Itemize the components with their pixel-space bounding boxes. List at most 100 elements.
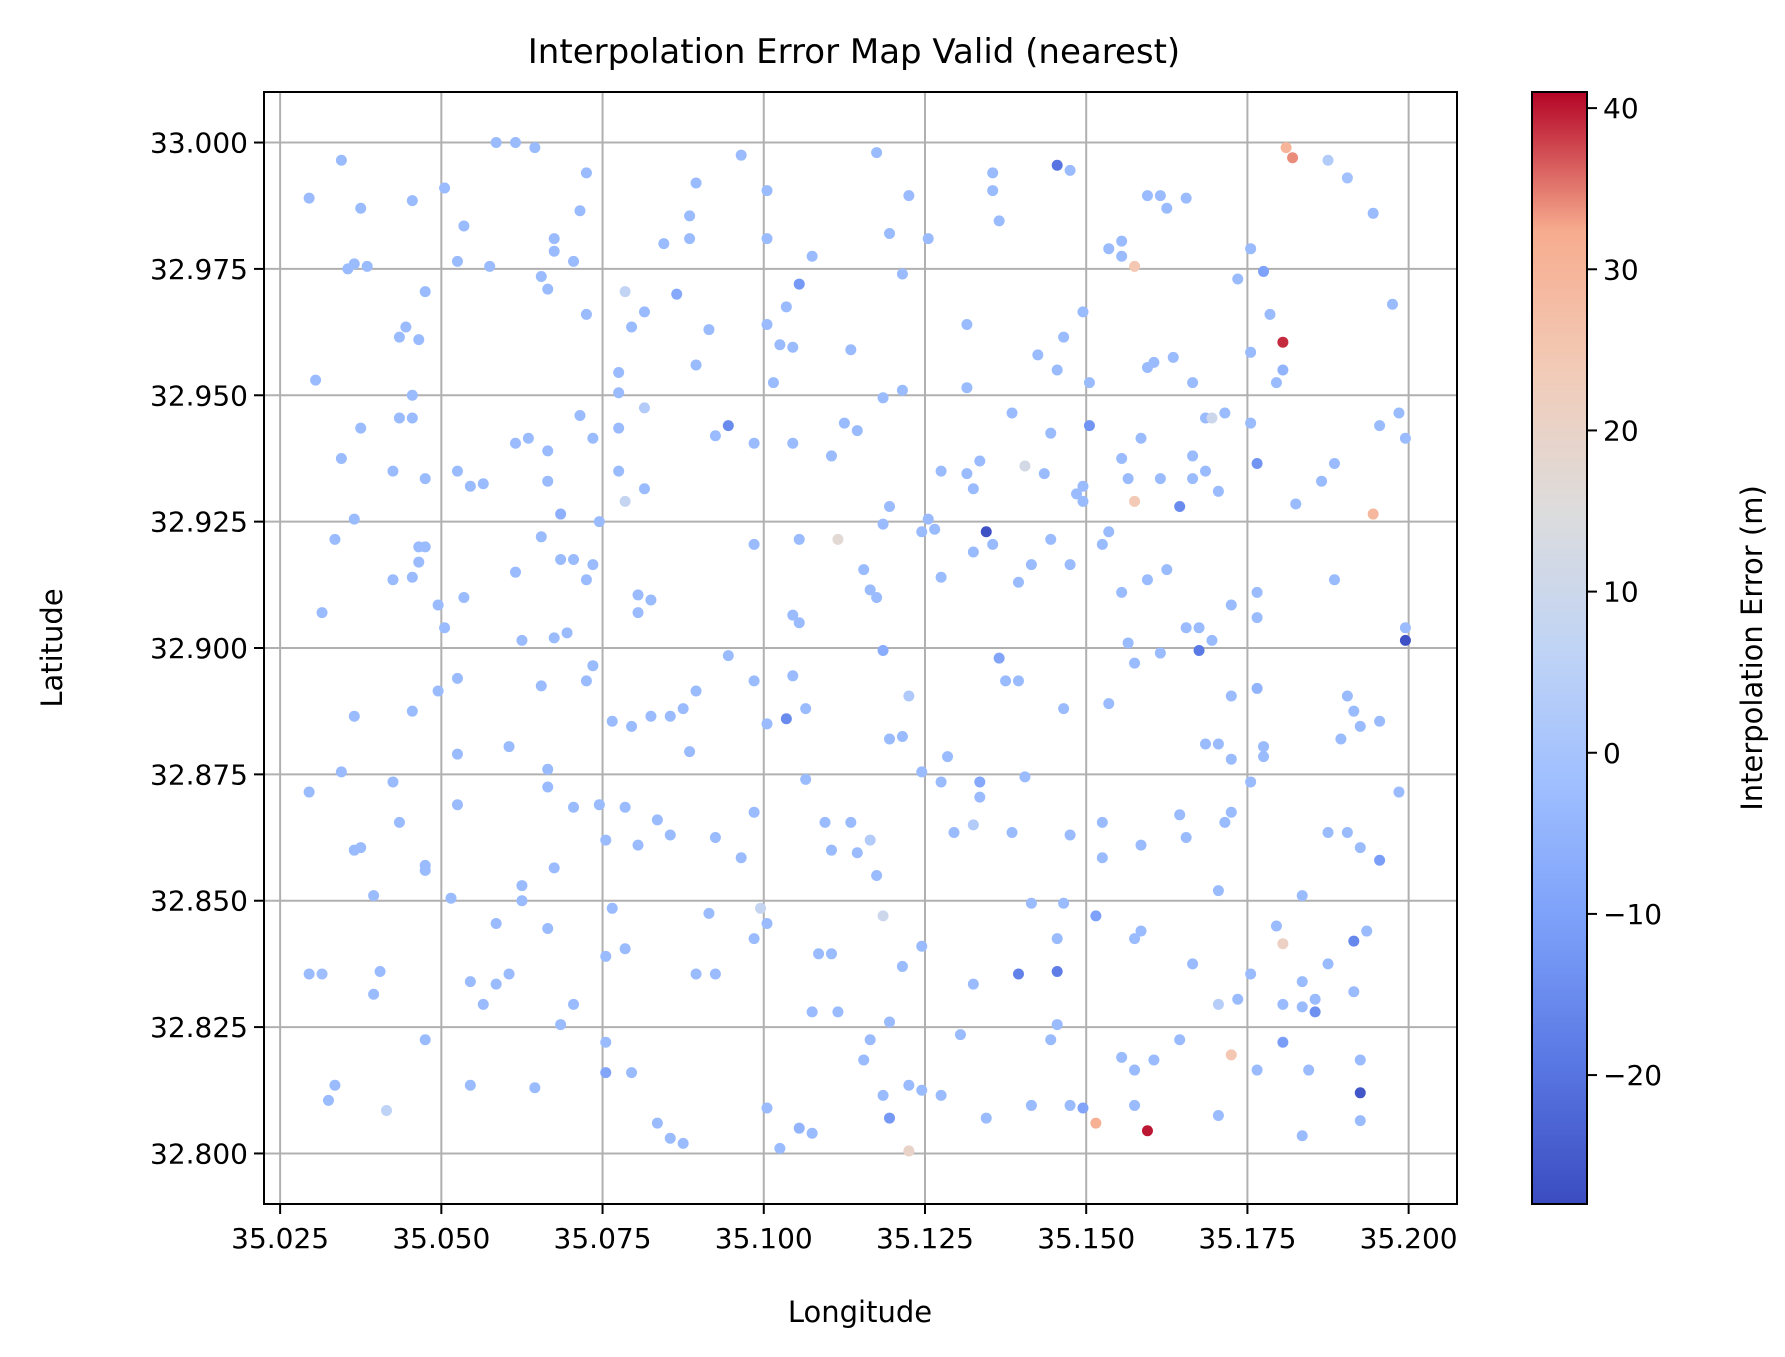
- colorbar-tick-label: 40: [1603, 92, 1639, 125]
- data-point: [664, 710, 676, 722]
- data-point: [1354, 1054, 1366, 1066]
- data-point: [1096, 816, 1108, 828]
- data-point: [1103, 243, 1115, 255]
- data-point: [935, 465, 947, 477]
- data-point: [529, 142, 541, 154]
- data-point: [1245, 968, 1257, 980]
- data-point: [1251, 1064, 1263, 1076]
- y-tick-label: 32.875: [150, 758, 248, 791]
- data-point: [1258, 741, 1270, 753]
- data-point: [464, 976, 476, 988]
- data-point: [1174, 1034, 1186, 1046]
- data-point: [1367, 207, 1379, 219]
- data-point: [516, 895, 528, 907]
- data-point: [980, 1112, 992, 1124]
- data-point: [1264, 308, 1276, 320]
- data-point: [877, 392, 889, 404]
- data-point: [1083, 420, 1095, 432]
- data-point: [329, 533, 341, 545]
- colorbar-label: Interpolation Error (m): [1735, 485, 1769, 811]
- data-point: [503, 741, 515, 753]
- data-point: [761, 233, 773, 245]
- x-tick-label: 35.175: [1198, 1222, 1296, 1255]
- data-point: [645, 594, 657, 606]
- data-point: [858, 1054, 870, 1066]
- data-point: [690, 968, 702, 980]
- data-point: [580, 675, 592, 687]
- data-point: [916, 940, 928, 952]
- data-point: [774, 1142, 786, 1154]
- data-point: [503, 968, 515, 980]
- data-point: [987, 538, 999, 550]
- data-point: [600, 834, 612, 846]
- data-point: [761, 185, 773, 197]
- data-point: [935, 1089, 947, 1101]
- data-point: [439, 182, 451, 194]
- data-point: [1225, 690, 1237, 702]
- data-point: [1303, 1064, 1315, 1076]
- data-point: [1032, 349, 1044, 361]
- data-point: [593, 799, 605, 811]
- data-point: [1096, 852, 1108, 864]
- data-point: [1141, 574, 1153, 586]
- data-point: [884, 500, 896, 512]
- data-point: [516, 880, 528, 892]
- data-point: [464, 1079, 476, 1091]
- data-point: [1077, 1102, 1089, 1114]
- data-point: [884, 1016, 896, 1028]
- data-point: [355, 202, 367, 214]
- data-point: [1348, 705, 1360, 717]
- data-point: [1180, 622, 1192, 634]
- data-point: [722, 420, 734, 432]
- data-point: [1051, 1019, 1063, 1031]
- data-point: [677, 1137, 689, 1149]
- data-point: [1219, 407, 1231, 419]
- data-point: [864, 584, 876, 596]
- data-point: [593, 516, 605, 528]
- data-point: [393, 412, 405, 424]
- data-point: [387, 574, 399, 586]
- y-tick-label: 32.950: [150, 379, 248, 412]
- y-axis-ticks: 32.800 32.825 32.850 32.875 32.900 32.925 32.9…: [150, 127, 264, 1170]
- data-point: [916, 1084, 928, 1096]
- data-point: [1019, 460, 1031, 472]
- data-point: [1180, 192, 1192, 204]
- data-point: [1374, 854, 1386, 866]
- data-point: [1000, 675, 1012, 687]
- grid-lines: [264, 92, 1457, 1204]
- data-point: [651, 1117, 663, 1129]
- data-point: [735, 149, 747, 161]
- data-point: [1212, 1110, 1224, 1122]
- data-point: [1064, 1099, 1076, 1111]
- data-point: [761, 1102, 773, 1114]
- data-point: [535, 680, 547, 692]
- data-point: [787, 609, 799, 621]
- data-point: [1045, 1034, 1057, 1046]
- data-point: [419, 864, 431, 876]
- data-point: [1341, 690, 1353, 702]
- x-axis-ticks: 35.025 35.050 35.075 35.100 35.125 35.150 35.1…: [231, 1204, 1458, 1255]
- data-point: [381, 1104, 393, 1116]
- data-point: [961, 468, 973, 480]
- data-point: [1064, 559, 1076, 571]
- data-point: [542, 763, 554, 775]
- data-point: [1251, 458, 1263, 470]
- data-point: [1393, 786, 1405, 798]
- data-point: [406, 389, 418, 401]
- data-point: [1019, 771, 1031, 783]
- data-point: [974, 455, 986, 467]
- data-point: [368, 890, 380, 902]
- data-point: [690, 359, 702, 371]
- data-point: [1083, 377, 1095, 389]
- data-point: [387, 776, 399, 788]
- data-point: [806, 1127, 818, 1139]
- data-point: [580, 167, 592, 179]
- x-tick-label: 35.200: [1360, 1222, 1458, 1255]
- colorbar-tick-label: 20: [1603, 414, 1639, 447]
- data-point: [1051, 933, 1063, 945]
- data-point: [348, 513, 360, 525]
- data-point: [1296, 1130, 1308, 1142]
- data-point: [748, 675, 760, 687]
- data-point: [845, 816, 857, 828]
- data-point: [1058, 331, 1070, 343]
